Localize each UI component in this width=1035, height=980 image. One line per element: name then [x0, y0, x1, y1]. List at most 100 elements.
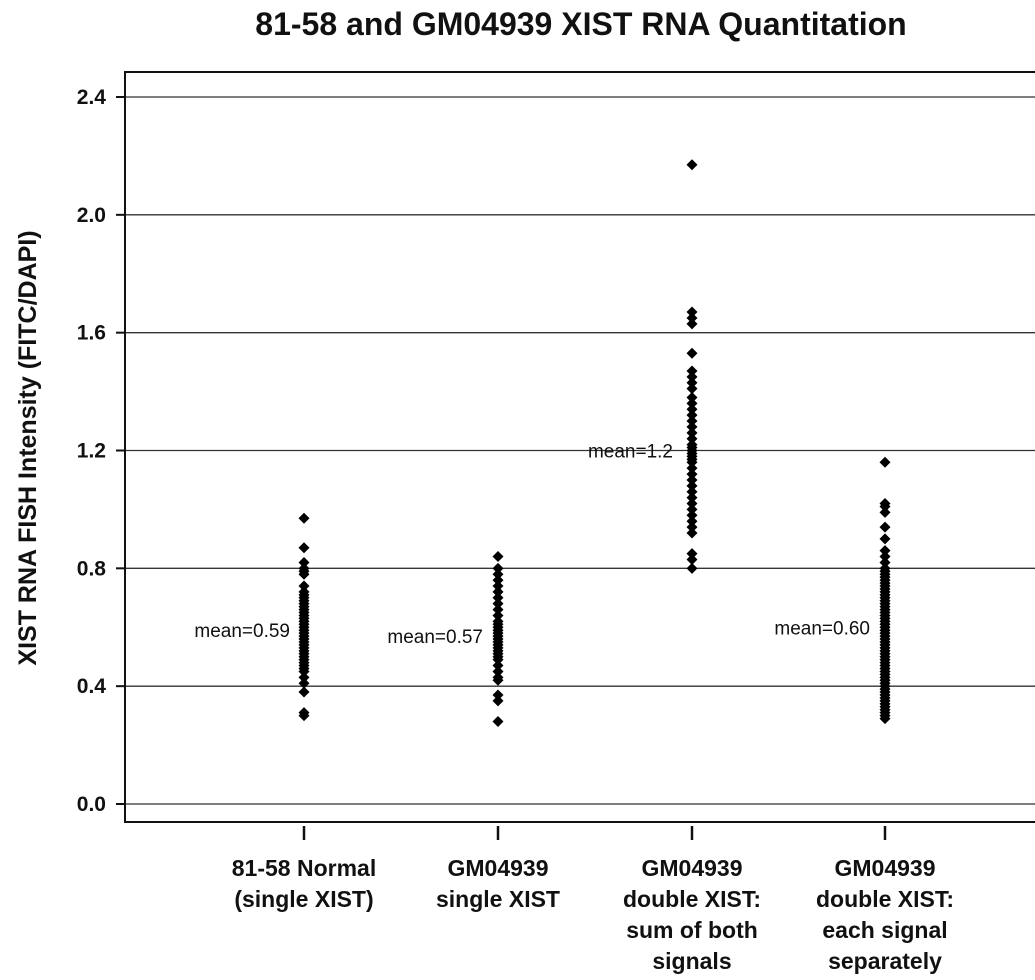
data-point	[879, 713, 891, 725]
data-point	[686, 409, 698, 421]
data-point	[686, 306, 698, 318]
y-tick-label: 0.8	[77, 557, 107, 580]
data-point	[879, 533, 891, 545]
data-point	[879, 551, 891, 563]
data-point	[492, 574, 504, 586]
data-point	[686, 403, 698, 415]
data-point	[686, 486, 698, 498]
y-tick-label: 1.2	[77, 440, 106, 463]
y-tick-label: 0.0	[77, 793, 106, 816]
mean-labels: mean=0.59 mean=0.57 mean=1.2 mean=0.60	[194, 442, 870, 649]
category-label: GM04939	[834, 855, 935, 881]
data-point	[879, 556, 891, 568]
data-point	[686, 159, 698, 171]
data-point	[879, 545, 891, 557]
y-axis-ticks: 0.0 0.4 0.8 1.2 1.6 2.0 2.4	[77, 86, 125, 816]
data-point	[686, 492, 698, 504]
data-point	[492, 598, 504, 610]
data-point	[686, 397, 698, 409]
category-label: double XIST:	[623, 886, 761, 912]
data-point	[492, 674, 504, 686]
category-label: (single XIST)	[234, 886, 373, 912]
data-point	[298, 710, 310, 722]
data-point	[686, 468, 698, 480]
data-point	[298, 542, 310, 554]
data-point	[686, 456, 698, 468]
data-point	[686, 548, 698, 560]
data-point	[686, 377, 698, 389]
data-point	[686, 480, 698, 492]
data-point	[686, 365, 698, 377]
data-point	[298, 580, 310, 592]
data-point	[298, 512, 310, 524]
y-tick-label: 2.4	[77, 86, 107, 109]
category-label: each signal	[822, 917, 947, 943]
data-point	[686, 527, 698, 539]
data-point	[492, 551, 504, 563]
y-axis-label: XIST RNA FISH Intensity (FITC/DAPI)	[14, 230, 42, 665]
data-point	[879, 456, 891, 468]
data-point	[492, 660, 504, 672]
data-point	[492, 592, 504, 604]
data-point	[686, 383, 698, 395]
data-point	[298, 665, 310, 677]
data-point	[879, 506, 891, 518]
data-point	[686, 521, 698, 533]
x-axis-ticks: 81-58 Normal (single XIST) GM04939 single X…	[232, 826, 954, 974]
chart-title: 81-58 and GM04939 XIST RNA Quantitation	[255, 6, 907, 42]
data-point	[492, 609, 504, 621]
data-point	[492, 716, 504, 728]
data-point	[686, 503, 698, 515]
category-label: separately	[828, 948, 942, 974]
data-point	[879, 521, 891, 533]
y-tick-label: 0.4	[77, 675, 107, 698]
category-label: GM04939	[641, 855, 742, 881]
data-point	[686, 433, 698, 445]
data-point	[298, 556, 310, 568]
data-point	[492, 562, 504, 574]
data-point	[298, 677, 310, 689]
data-point	[686, 318, 698, 330]
category-label: single XIST	[436, 886, 560, 912]
mean-label: mean=1.2	[588, 442, 673, 463]
category-label: 81-58 Normal	[232, 855, 376, 881]
data-point	[686, 347, 698, 359]
data-point	[492, 568, 504, 580]
data-point	[298, 686, 310, 698]
mean-label: mean=0.57	[387, 627, 483, 648]
mean-label: mean=0.60	[774, 618, 870, 639]
data-points	[298, 159, 891, 728]
data-point	[492, 580, 504, 592]
data-point	[686, 312, 698, 324]
mean-label: mean=0.59	[194, 621, 290, 642]
data-point	[298, 671, 310, 683]
data-point	[492, 665, 504, 677]
category-label: double XIST:	[816, 886, 954, 912]
data-point	[686, 498, 698, 510]
category-label: GM04939	[447, 855, 548, 881]
category-label: sum of both	[626, 917, 758, 943]
data-point	[686, 421, 698, 433]
data-point	[686, 371, 698, 383]
data-point	[686, 462, 698, 474]
data-point	[686, 415, 698, 427]
y-tick-label: 1.6	[77, 322, 106, 345]
data-point	[686, 427, 698, 439]
plot-frame	[124, 71, 1035, 823]
grid-lines	[125, 96, 1035, 805]
data-point	[492, 586, 504, 598]
data-point	[686, 474, 698, 486]
data-point	[492, 695, 504, 707]
data-point	[686, 562, 698, 574]
category-label: signals	[652, 948, 731, 974]
data-point	[686, 391, 698, 403]
y-tick-label: 2.0	[77, 204, 106, 227]
data-point	[686, 509, 698, 521]
data-point	[492, 604, 504, 616]
data-point	[298, 568, 310, 580]
data-point	[686, 515, 698, 527]
data-point	[686, 553, 698, 565]
data-point	[492, 654, 504, 666]
data-point	[492, 689, 504, 701]
